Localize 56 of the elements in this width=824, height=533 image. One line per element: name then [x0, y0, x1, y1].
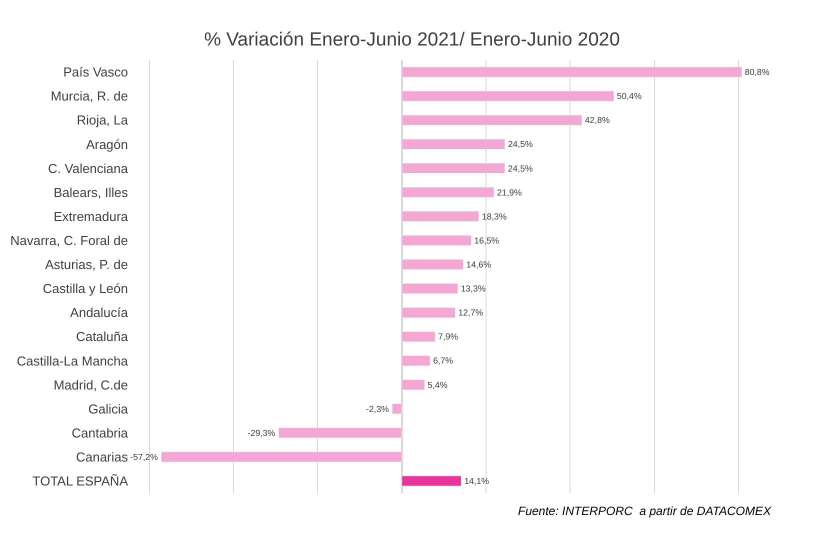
y-tick-label: Cantabria: [72, 425, 129, 440]
y-tick-label: Castilla-La Mancha: [16, 353, 129, 368]
y-tick-label: Extremadura: [54, 208, 129, 224]
bar: [161, 452, 402, 462]
bar: [392, 404, 402, 414]
data-label: 24,5%: [508, 139, 533, 150]
bar: [402, 379, 425, 390]
bar: [402, 66, 742, 78]
data-label: 12,7%: [458, 308, 484, 318]
source-note: Fuente: INTERPORC a partir de DATACOMEX: [518, 504, 772, 518]
y-tick-label: Navarra, C. Foral de: [10, 232, 128, 248]
bar: [402, 476, 462, 486]
data-label: 5,4%: [428, 380, 448, 390]
data-label: 16,5%: [474, 235, 500, 246]
y-tick-label: Rioja, La: [76, 112, 129, 128]
data-label: 14,6%: [466, 260, 492, 270]
data-label: 7,9%: [438, 332, 458, 342]
data-label: 80,8%: [744, 67, 770, 78]
y-tick-label: Canarias: [76, 449, 128, 464]
y-tick-label: TOTAL ESPAÑA: [32, 474, 128, 489]
bar: [402, 138, 506, 150]
data-label: -2,3%: [366, 404, 390, 414]
data-label: 6,7%: [433, 356, 454, 366]
bar: [402, 187, 494, 198]
data-label: -57,2%: [130, 452, 158, 462]
data-label: 24,5%: [508, 163, 533, 174]
data-label: 21,9%: [497, 187, 522, 198]
bar: [402, 114, 582, 126]
bar: [402, 162, 506, 174]
y-tick-label: País Vasco: [63, 64, 128, 80]
y-tick-label: Murcia, R. de: [50, 88, 128, 104]
bar: [402, 283, 458, 294]
data-label: 42,8%: [584, 115, 610, 126]
bar: [402, 235, 472, 246]
y-tick-label: Aragón: [86, 136, 128, 152]
bar: [402, 211, 480, 222]
y-tick-label: Cataluña: [76, 329, 129, 344]
y-tick-label: Madrid, C.de: [54, 377, 128, 392]
bar: [402, 90, 614, 102]
chart-title: % Variación Enero-Junio 2021/ Enero-Junio 2020: [204, 29, 620, 50]
bar: [402, 355, 430, 366]
data-label: -29,3%: [248, 428, 276, 438]
bar: [402, 307, 456, 318]
data-label: 14,1%: [464, 476, 490, 486]
y-tick-label: Andalucía: [70, 305, 129, 320]
data-label: 50,4%: [616, 91, 642, 102]
bar: [402, 259, 464, 270]
bar: [402, 331, 436, 342]
y-tick-label: Asturias, P. de: [45, 257, 128, 272]
y-tick-label: C. Valenciana: [48, 160, 129, 176]
data-label: 13,3%: [460, 284, 486, 294]
y-tick-label: Castilla y León: [42, 281, 128, 296]
y-tick-label: Galicia: [88, 401, 129, 416]
y-tick-label: Balears, Illes: [54, 184, 128, 200]
data-label: 18,3%: [482, 211, 507, 222]
bar: [278, 428, 402, 438]
